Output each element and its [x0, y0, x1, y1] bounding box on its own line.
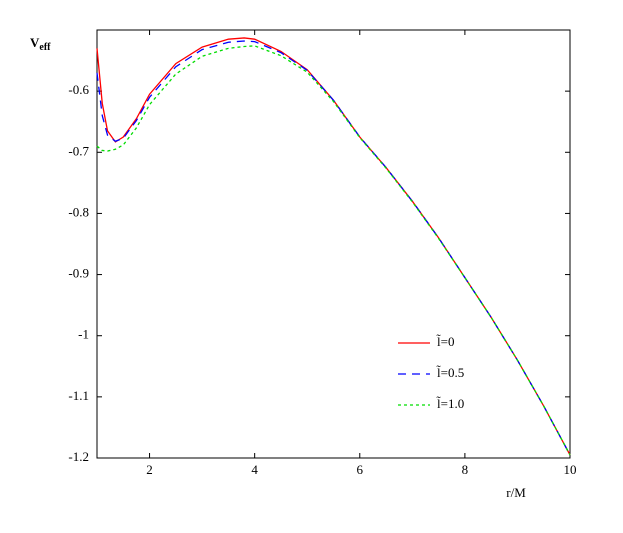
y-axis-label: Veff: [30, 35, 51, 53]
legend-label: l̃=1.0: [436, 396, 464, 411]
x-tick-label: 2: [146, 462, 153, 477]
y-label-sub: eff: [39, 42, 51, 53]
y-tick-label: -1.2: [68, 449, 89, 464]
y-tick-label: -0.8: [68, 204, 89, 219]
y-label-main: V: [30, 35, 40, 50]
x-tick-label: 8: [462, 462, 469, 477]
plot-frame: [96, 29, 571, 459]
legend-label: l̃=0.5: [436, 365, 464, 380]
x-axis-label: r/M: [506, 485, 526, 500]
x-tick-label: 10: [564, 462, 577, 477]
y-tick-label: -0.7: [68, 143, 89, 158]
series-line: [96, 40, 571, 456]
series-line: [96, 45, 571, 456]
x-tick-label: 4: [251, 462, 258, 477]
y-tick-label: -0.6: [68, 82, 89, 97]
y-tick-label: -0.9: [68, 266, 89, 281]
y-tick-label: -1: [78, 327, 89, 342]
x-tick-label: 6: [357, 462, 364, 477]
y-tick-label: -1.1: [68, 388, 89, 403]
legend-label: l̃=0: [436, 334, 454, 349]
